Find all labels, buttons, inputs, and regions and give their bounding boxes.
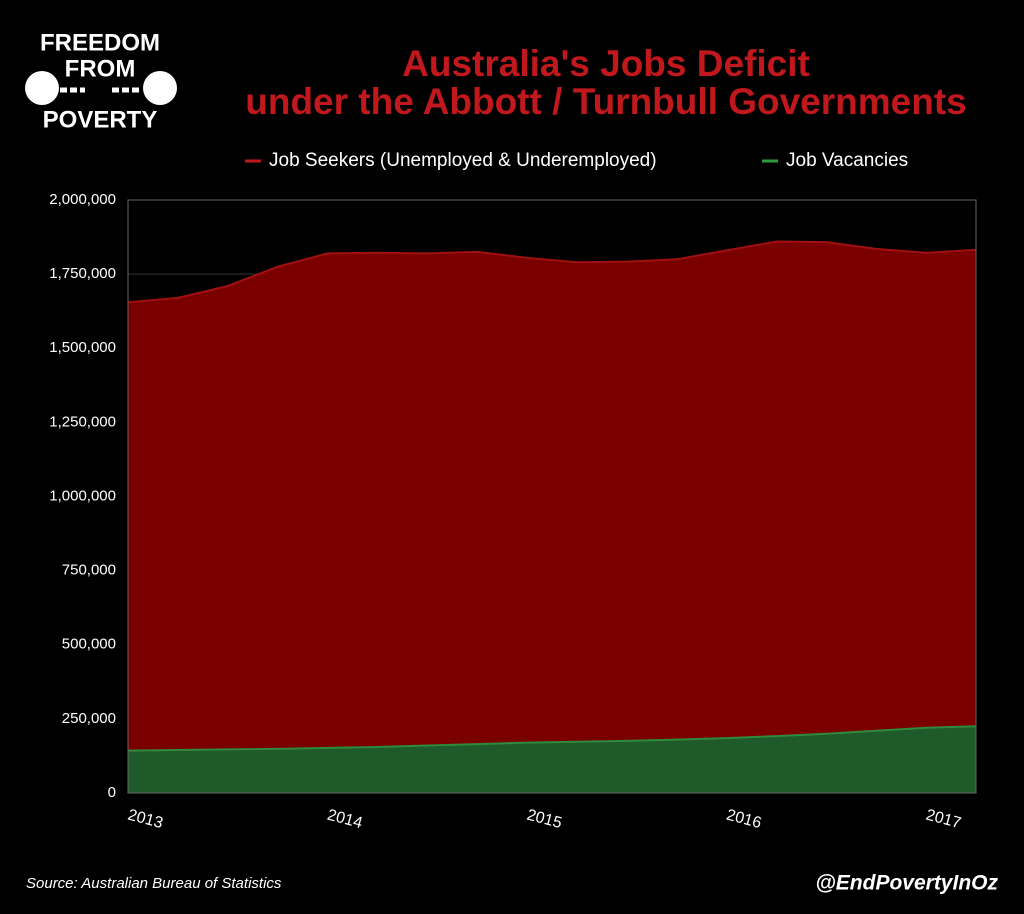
y-tick-label: 1,750,000 xyxy=(49,265,116,282)
logo-text: POVERTY xyxy=(43,106,158,133)
area-line xyxy=(127,725,977,752)
plot-border xyxy=(127,199,977,794)
area-line xyxy=(127,240,977,304)
logo: FREEDOM FROM POVERTY xyxy=(25,29,177,133)
y-tick-label: 0 xyxy=(108,784,116,801)
handle: @EndPovertyInOz xyxy=(815,872,998,895)
legend-label: Job Seekers (Unemployed & Underemployed) xyxy=(269,150,657,171)
y-tick-label: 250,000 xyxy=(62,710,116,727)
y-tick-label: 1,250,000 xyxy=(49,413,116,430)
logo-fist xyxy=(143,71,177,105)
y-tick-label: 750,000 xyxy=(62,562,116,579)
source-note: Source: Australian Bureau of Statistics xyxy=(26,875,282,892)
y-tick-label: 1,500,000 xyxy=(49,339,116,356)
area xyxy=(128,241,976,793)
logo-text: FREEDOM xyxy=(40,29,160,56)
chart-title: under the Abbott / Turnbull Governments xyxy=(245,81,966,122)
legend-label: Job Vacancies xyxy=(786,150,908,171)
y-tick-label: 2,000,000 xyxy=(49,191,116,208)
y-tick-label: 500,000 xyxy=(62,636,116,653)
logo-fist xyxy=(25,71,59,105)
logo-text: FROM xyxy=(65,55,136,82)
chart-title: Australia's Jobs Deficit xyxy=(402,43,810,84)
area xyxy=(128,726,976,793)
y-tick-label: 1,000,000 xyxy=(49,487,116,504)
